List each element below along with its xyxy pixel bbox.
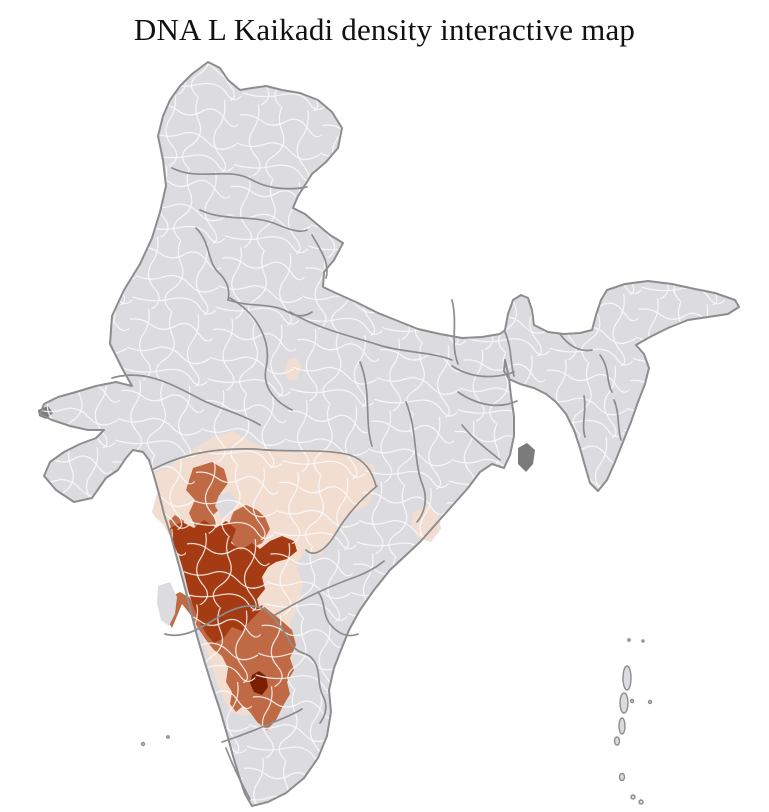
island[interactable] (618, 717, 626, 735)
state-border-line (504, 331, 515, 377)
state-border-line (311, 234, 328, 279)
island[interactable] (638, 799, 644, 805)
state-border-line (317, 591, 359, 637)
page-title: DNA L Kaikadi density interactive map (133, 12, 636, 47)
island[interactable] (629, 698, 635, 704)
district-mesh-overlay (40, 62, 739, 806)
island[interactable] (647, 699, 653, 705)
island[interactable] (166, 735, 170, 739)
state-border-line (405, 401, 427, 523)
island[interactable] (140, 741, 146, 747)
district-region-no-data[interactable] (157, 582, 177, 626)
island[interactable] (613, 736, 621, 746)
state-border-line (461, 424, 501, 461)
state-border-line (225, 747, 251, 800)
state-border-line (229, 297, 293, 411)
state-border-line (227, 299, 313, 317)
state-border-line (451, 299, 459, 365)
state-border-line (359, 361, 373, 447)
island[interactable] (618, 772, 626, 782)
state-border-line (171, 167, 308, 190)
state-border-line (195, 227, 230, 301)
island[interactable] (630, 794, 636, 800)
island[interactable] (622, 665, 632, 691)
state-border-line (274, 560, 385, 616)
island[interactable] (641, 639, 645, 643)
island[interactable] (619, 692, 629, 714)
state-border-line (164, 605, 293, 646)
state-borders (111, 167, 622, 800)
islands[interactable] (140, 638, 653, 805)
state-border-line (305, 485, 378, 554)
sundarbans-patch (518, 443, 535, 472)
state-border-line (151, 448, 377, 487)
state-border-line (289, 311, 453, 361)
state-border-line (111, 374, 261, 426)
state-border-line (221, 708, 303, 743)
island[interactable] (627, 638, 631, 642)
state-border-line (559, 333, 622, 441)
state-border-line (199, 209, 308, 233)
state-border-line (291, 644, 327, 724)
state-border-line (451, 365, 515, 378)
